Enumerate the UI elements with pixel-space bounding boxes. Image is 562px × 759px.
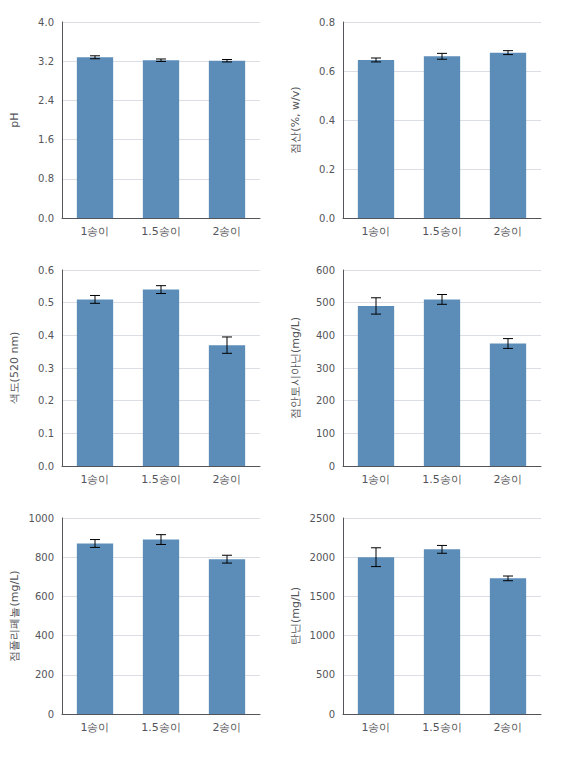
svg-text:점폴리페놀(mg/L): 점폴리페놀(mg/L) [8,570,21,661]
svg-text:0.8: 0.8 [38,173,54,184]
svg-text:0.2: 0.2 [319,164,335,175]
svg-text:점안토시아닌(mg/L): 점안토시아닌(mg/L) [289,317,302,419]
svg-text:2송이: 2송이 [494,721,523,734]
svg-text:0.0: 0.0 [38,213,54,224]
svg-text:600: 600 [35,591,54,602]
svg-text:2송이: 2송이 [213,225,242,238]
svg-text:400: 400 [316,330,335,341]
svg-text:100: 100 [316,428,335,439]
svg-text:점산(%, w/v): 점산(%, w/v) [289,86,302,153]
svg-text:300: 300 [316,363,335,374]
svg-text:1송이: 1송이 [81,473,110,486]
svg-text:0.0: 0.0 [319,213,335,224]
svg-text:0: 0 [48,709,54,720]
svg-text:0: 0 [329,461,335,472]
svg-text:2000: 2000 [310,552,335,563]
svg-text:2송이: 2송이 [494,473,523,486]
svg-text:색도(520 nm): 색도(520 nm) [8,332,21,405]
svg-text:0.0: 0.0 [38,461,54,472]
svg-text:1500: 1500 [310,591,335,602]
svg-text:2송이: 2송이 [494,225,523,238]
svg-text:0.3: 0.3 [38,363,54,374]
svg-text:3.2: 3.2 [38,56,54,67]
svg-text:1.5송이: 1.5송이 [141,473,181,486]
svg-text:2.4: 2.4 [38,95,54,106]
svg-text:0.1: 0.1 [38,428,54,439]
svg-text:2500: 2500 [310,513,335,524]
svg-text:0.6: 0.6 [38,265,54,276]
svg-text:1000: 1000 [310,630,335,641]
svg-text:탄닌(mg/L): 탄닌(mg/L) [289,587,302,645]
svg-text:0.4: 0.4 [319,115,335,126]
svg-text:500: 500 [316,297,335,308]
svg-text:1송이: 1송이 [81,225,110,238]
svg-text:0.8: 0.8 [319,17,335,28]
svg-text:4.0: 4.0 [38,17,54,28]
svg-text:pH: pH [8,112,21,127]
svg-text:600: 600 [316,265,335,276]
svg-text:0.4: 0.4 [38,330,54,341]
svg-text:0.2: 0.2 [38,395,54,406]
svg-text:1.5송이: 1.5송이 [422,721,462,734]
svg-text:0.6: 0.6 [319,66,335,77]
svg-text:200: 200 [316,395,335,406]
svg-text:1.5송이: 1.5송이 [422,225,462,238]
svg-text:400: 400 [35,630,54,641]
svg-text:1000: 1000 [29,513,54,524]
svg-text:1.6: 1.6 [38,134,54,145]
svg-text:1송이: 1송이 [81,721,110,734]
svg-text:200: 200 [35,669,54,680]
svg-text:2송이: 2송이 [213,473,242,486]
svg-text:0.5: 0.5 [38,297,54,308]
svg-text:500: 500 [316,669,335,680]
svg-text:800: 800 [35,552,54,563]
svg-text:1송이: 1송이 [362,225,391,238]
svg-text:1송이: 1송이 [362,721,391,734]
svg-text:1송이: 1송이 [362,473,391,486]
svg-text:1.5송이: 1.5송이 [141,225,181,238]
svg-text:2송이: 2송이 [213,721,242,734]
svg-text:1.5송이: 1.5송이 [141,721,181,734]
svg-text:1.5송이: 1.5송이 [422,473,462,486]
svg-text:0: 0 [329,709,335,720]
